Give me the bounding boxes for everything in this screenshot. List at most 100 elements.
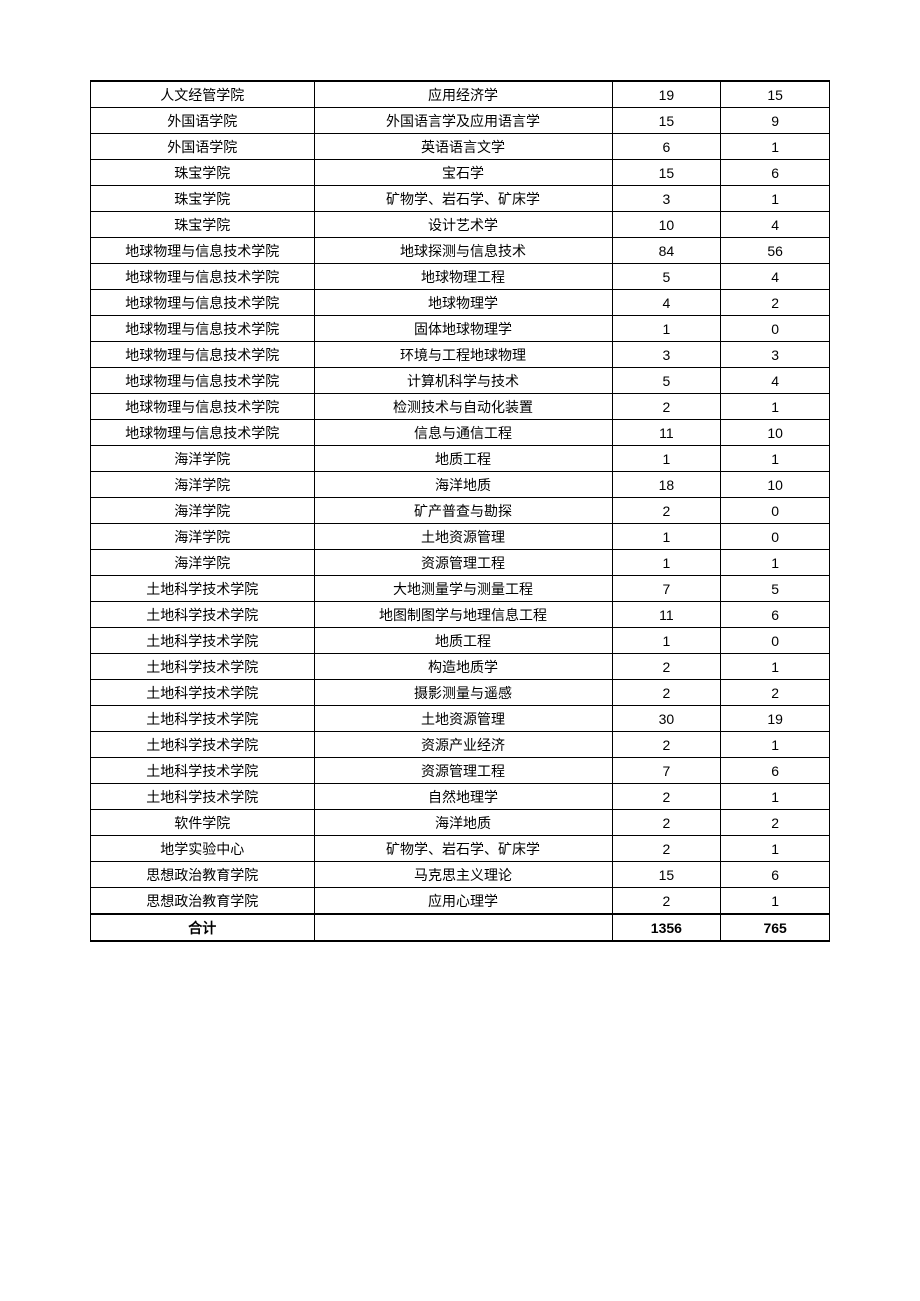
total-label-cell: 合计	[91, 914, 315, 941]
table-row: 海洋学院土地资源管理10	[91, 524, 830, 550]
table-row: 外国语学院英语语言文学61	[91, 134, 830, 160]
number1-cell: 4	[612, 290, 721, 316]
number1-cell: 1	[612, 316, 721, 342]
major-cell: 大地测量学与测量工程	[314, 576, 612, 602]
table-row: 地球物理与信息技术学院地球物理工程54	[91, 264, 830, 290]
number1-cell: 6	[612, 134, 721, 160]
major-cell: 应用心理学	[314, 888, 612, 915]
school-cell: 地球物理与信息技术学院	[91, 394, 315, 420]
table-row: 地球物理与信息技术学院信息与通信工程1110	[91, 420, 830, 446]
school-cell: 土地科学技术学院	[91, 654, 315, 680]
school-cell: 土地科学技术学院	[91, 602, 315, 628]
major-cell: 地质工程	[314, 446, 612, 472]
number2-cell: 10	[721, 420, 830, 446]
major-cell: 自然地理学	[314, 784, 612, 810]
major-cell: 矿产普查与勘探	[314, 498, 612, 524]
number1-cell: 3	[612, 186, 721, 212]
school-cell: 地球物理与信息技术学院	[91, 290, 315, 316]
data-table: 人文经管学院应用经济学1915外国语学院外国语言学及应用语言学159外国语学院英…	[90, 80, 830, 942]
number1-cell: 1	[612, 550, 721, 576]
table-row: 土地科学技术学院自然地理学21	[91, 784, 830, 810]
number1-cell: 30	[612, 706, 721, 732]
school-cell: 海洋学院	[91, 446, 315, 472]
school-cell: 思想政治教育学院	[91, 862, 315, 888]
major-cell: 摄影测量与遥感	[314, 680, 612, 706]
school-cell: 地学实验中心	[91, 836, 315, 862]
number1-cell: 2	[612, 654, 721, 680]
major-cell: 海洋地质	[314, 810, 612, 836]
number1-cell: 11	[612, 602, 721, 628]
major-cell: 信息与通信工程	[314, 420, 612, 446]
table-row: 地球物理与信息技术学院地球探测与信息技术8456	[91, 238, 830, 264]
number2-cell: 1	[721, 186, 830, 212]
school-cell: 土地科学技术学院	[91, 732, 315, 758]
number2-cell: 0	[721, 524, 830, 550]
table-row: 土地科学技术学院土地资源管理3019	[91, 706, 830, 732]
number1-cell: 18	[612, 472, 721, 498]
major-cell: 应用经济学	[314, 81, 612, 108]
table-row: 思想政治教育学院马克思主义理论156	[91, 862, 830, 888]
major-cell: 地球探测与信息技术	[314, 238, 612, 264]
table-row: 珠宝学院矿物学、岩石学、矿床学31	[91, 186, 830, 212]
table-row: 土地科学技术学院构造地质学21	[91, 654, 830, 680]
number1-cell: 1	[612, 628, 721, 654]
number1-cell: 5	[612, 264, 721, 290]
school-cell: 外国语学院	[91, 134, 315, 160]
number2-cell: 4	[721, 264, 830, 290]
school-cell: 土地科学技术学院	[91, 628, 315, 654]
school-cell: 海洋学院	[91, 550, 315, 576]
number2-cell: 4	[721, 212, 830, 238]
major-cell: 土地资源管理	[314, 706, 612, 732]
school-cell: 思想政治教育学院	[91, 888, 315, 915]
school-cell: 土地科学技术学院	[91, 680, 315, 706]
table-row: 地球物理与信息技术学院环境与工程地球物理33	[91, 342, 830, 368]
number1-cell: 2	[612, 810, 721, 836]
major-cell: 土地资源管理	[314, 524, 612, 550]
school-cell: 地球物理与信息技术学院	[91, 316, 315, 342]
major-cell: 马克思主义理论	[314, 862, 612, 888]
school-cell: 软件学院	[91, 810, 315, 836]
major-cell: 外国语言学及应用语言学	[314, 108, 612, 134]
number1-cell: 2	[612, 888, 721, 915]
number2-cell: 6	[721, 602, 830, 628]
major-cell: 地质工程	[314, 628, 612, 654]
number2-cell: 10	[721, 472, 830, 498]
table-row: 地球物理与信息技术学院地球物理学42	[91, 290, 830, 316]
number2-cell: 1	[721, 394, 830, 420]
number2-cell: 6	[721, 862, 830, 888]
number2-cell: 1	[721, 134, 830, 160]
number1-cell: 1	[612, 446, 721, 472]
table-row: 海洋学院资源管理工程11	[91, 550, 830, 576]
number1-cell: 2	[612, 680, 721, 706]
major-cell: 检测技术与自动化装置	[314, 394, 612, 420]
number2-cell: 3	[721, 342, 830, 368]
number1-cell: 2	[612, 498, 721, 524]
number2-cell: 0	[721, 498, 830, 524]
major-cell: 矿物学、岩石学、矿床学	[314, 836, 612, 862]
total-number1-cell: 1356	[612, 914, 721, 941]
table-row: 人文经管学院应用经济学1915	[91, 81, 830, 108]
school-cell: 海洋学院	[91, 524, 315, 550]
number1-cell: 5	[612, 368, 721, 394]
number1-cell: 11	[612, 420, 721, 446]
school-cell: 地球物理与信息技术学院	[91, 368, 315, 394]
number2-cell: 0	[721, 316, 830, 342]
total-number2-cell: 765	[721, 914, 830, 941]
major-cell: 构造地质学	[314, 654, 612, 680]
major-cell: 地图制图学与地理信息工程	[314, 602, 612, 628]
major-cell: 环境与工程地球物理	[314, 342, 612, 368]
number2-cell: 1	[721, 732, 830, 758]
major-cell: 设计艺术学	[314, 212, 612, 238]
school-cell: 地球物理与信息技术学院	[91, 420, 315, 446]
major-cell: 宝石学	[314, 160, 612, 186]
major-cell: 海洋地质	[314, 472, 612, 498]
major-cell: 资源管理工程	[314, 550, 612, 576]
number1-cell: 1	[612, 524, 721, 550]
number2-cell: 1	[721, 550, 830, 576]
number2-cell: 4	[721, 368, 830, 394]
major-cell: 固体地球物理学	[314, 316, 612, 342]
number1-cell: 7	[612, 576, 721, 602]
table-row: 地球物理与信息技术学院固体地球物理学10	[91, 316, 830, 342]
table-row: 地学实验中心矿物学、岩石学、矿床学21	[91, 836, 830, 862]
number2-cell: 5	[721, 576, 830, 602]
